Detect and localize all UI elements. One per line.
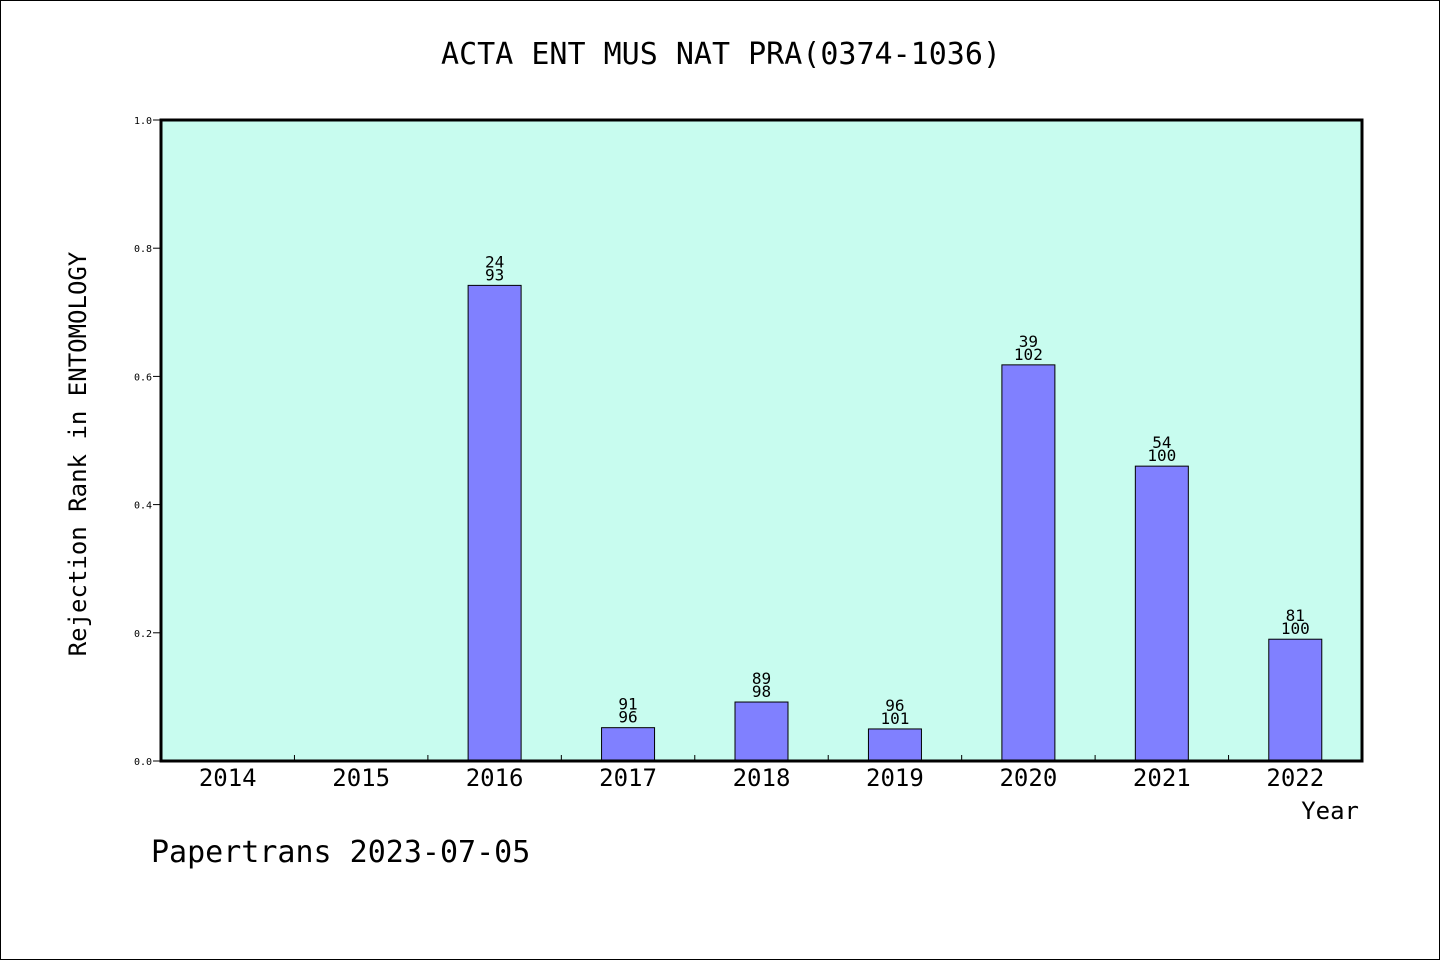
x-tick-label: 2014 [199, 764, 257, 792]
x-tick-label: 2022 [1266, 764, 1324, 792]
bar-label-rank: 39 [1019, 332, 1038, 351]
x-tick-label: 2021 [1133, 764, 1191, 792]
bar-label-rank: 96 [885, 696, 904, 715]
bar [1268, 638, 1323, 762]
bar-label-rank: 89 [752, 669, 771, 688]
plot-border [159, 118, 1364, 763]
bar-label-rank: 81 [1286, 606, 1305, 625]
x-tick-label: 2017 [599, 764, 657, 792]
y-tick-label: 0.4 [134, 501, 152, 512]
x-tick-label: 2015 [332, 764, 390, 792]
bar [734, 701, 789, 762]
x-tick-label: 2016 [466, 764, 524, 792]
y-tick-label: 0.0 [134, 757, 152, 768]
x-axis-label: Year [1301, 797, 1359, 825]
bar-label-total: 100 [1147, 446, 1176, 465]
y-tick-label: 0.8 [134, 244, 152, 255]
footer-watermark: Papertrans 2023-07-05 [151, 835, 531, 870]
chart-title: ACTA ENT MUS NAT PRA(0374-1036) [441, 37, 1001, 72]
bar-label-total: 93 [485, 265, 504, 284]
x-tick-label: 2019 [866, 764, 924, 792]
bar-label-total: 100 [1281, 619, 1310, 638]
bar [601, 727, 656, 762]
bar-label-rank: 91 [618, 695, 637, 714]
x-tick-label: 2020 [999, 764, 1057, 792]
bar [1001, 364, 1056, 762]
bar-label-rank: 24 [485, 252, 504, 271]
bar [867, 728, 922, 762]
y-tick-label: 0.6 [134, 372, 152, 383]
y-tick-label: 0.2 [134, 629, 152, 640]
bar [1134, 465, 1189, 762]
bar-label-total: 98 [752, 682, 771, 701]
bar [467, 284, 522, 762]
bar-label-total: 96 [618, 708, 637, 727]
bar-label-rank: 54 [1152, 433, 1171, 452]
bar-label-total: 102 [1014, 345, 1043, 364]
bar-label-total: 101 [880, 709, 909, 728]
x-tick-label: 2018 [733, 764, 791, 792]
y-tick-label: 1.0 [134, 116, 152, 127]
